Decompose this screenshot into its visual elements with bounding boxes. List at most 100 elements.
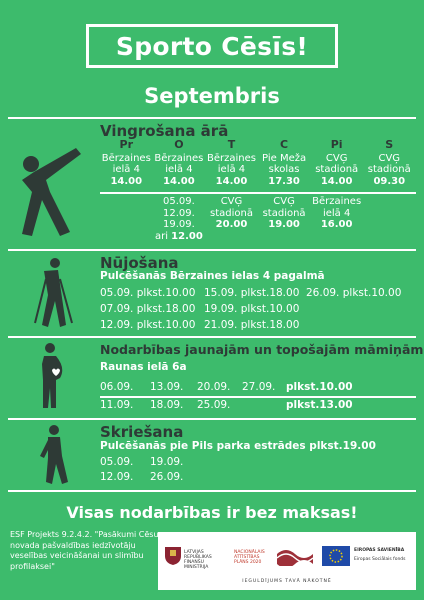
time-value: 16.00 (320, 219, 353, 230)
date: 19.09. (150, 456, 184, 468)
development-plan-logo-text: NACIONĀLAIS ATTĪSTĪBAS PLĀNS 2020 (234, 550, 265, 565)
day-label: S (385, 138, 394, 151)
meeting-point: Pulcēšanās Bērzaines ielas 4 pagalmā (100, 270, 325, 282)
day-label: O (174, 138, 184, 151)
date-line: 12.09. (162, 207, 195, 219)
divider (8, 418, 416, 420)
schedule-cell: Pr Bērzaines ielā 4 14.00 (100, 139, 153, 187)
day-label: C (280, 138, 289, 151)
time-value: plkst.10.00 (286, 381, 353, 393)
section-title-maminas: Nodarbības jaunajām un topošajām māmiņām (100, 342, 424, 357)
schedule-cell: CVĢ stadionā 19.00 (258, 196, 311, 242)
schedule-cell: O Bērzaines ielā 4 14.00 (153, 139, 206, 187)
place-line: CVĢ (325, 152, 348, 164)
day-label: Pr (119, 138, 134, 151)
time-value: 17.30 (268, 175, 300, 187)
divider (8, 336, 416, 338)
session-time: 26.09. plkst.10.00 (306, 287, 402, 299)
prefix: ari (154, 230, 168, 242)
place-line: CVĢ (378, 152, 401, 164)
place-line: ielā 4 (217, 164, 246, 175)
schedule-cell: Pi CVĢ stadionā 14.00 (310, 139, 363, 187)
poster-title: Sporto Cēsīs! (115, 31, 309, 61)
day-label: T (227, 138, 236, 151)
date-line: ari 12.00 (153, 231, 206, 243)
pregnant-woman-icon (42, 343, 63, 408)
schedule-cell: C Pie Meža skolas 17.30 (258, 139, 311, 187)
time-value: 14.00 (110, 175, 143, 187)
stretching-person-icon (22, 148, 81, 236)
nordic-walker-icon (34, 258, 73, 327)
title-box: Sporto Cēsīs! (86, 24, 338, 68)
schedule-cell: 05.09. 12.09. 19.09. ari 12.00 (153, 196, 206, 242)
schedule-cell: S CVĢ stadionā 09.30 (363, 139, 416, 187)
place-line: ielā 4 (322, 207, 351, 219)
location: Raunas ielā 6a (100, 361, 187, 373)
place-line: Bērzaines (206, 152, 256, 164)
place-line: ielā 4 (165, 164, 193, 175)
time-value: 14.00 (320, 175, 353, 187)
place-line: stadionā (367, 164, 411, 175)
session-time: 15.09. plkst.18.00 (204, 287, 300, 299)
divider (8, 490, 416, 492)
second-row: 05.09. 12.09. 19.09. ari 12.00 CVĢ stadionā 2… (100, 196, 416, 242)
session-time: 21.09. plkst.18.00 (204, 319, 300, 331)
section-title-skriesana: Skriešana (100, 423, 184, 441)
flag-wave-icon (276, 550, 314, 566)
esf-project-note: ESF Projekts 9.2.4.2. "Pasākumi Cēsu nov… (10, 530, 159, 571)
date-line: 05.09. (162, 196, 195, 207)
schedule-cell: T Bērzaines ielā 4 14.00 (205, 139, 258, 187)
place-line: Bērzaines (154, 152, 204, 164)
schedule-cell: Bērzaines ielā 4 16.00 (310, 196, 363, 242)
place-line: CVĢ (220, 196, 243, 207)
place-line: Pie Meža (262, 152, 307, 164)
time-value: 14.00 (163, 175, 195, 187)
ministry-logo-text: LATVIJAS REPUBLIKAS FINANŠU MINISTRIJA (184, 550, 212, 570)
place-line: CVĢ (273, 196, 295, 207)
place-line: stadionā (262, 207, 306, 219)
date: 12.09. (100, 471, 134, 483)
session-time: 19.09. plkst.10.00 (204, 303, 300, 315)
date: 11.09. (100, 399, 134, 411)
date: 20.09. (197, 381, 231, 393)
session-time: 07.09. plkst.18.00 (100, 303, 196, 315)
time-value: 09.30 (373, 175, 406, 187)
funding-logos-strip: LATVIJAS REPUBLIKAS FINANŠU MINISTRIJA N… (158, 532, 416, 590)
row-divider (100, 396, 416, 398)
eu-logo-text: EIROPAS SAVIENĪBA (354, 548, 405, 553)
time-value: 19.00 (268, 219, 300, 230)
fund-logo-text: Eiropas Sociālais fonds (354, 557, 406, 562)
empty-cell (100, 196, 153, 242)
meeting-point: Pulcēšanās pie Pils parka estrādes plkst… (100, 440, 376, 452)
free-notice: Visas nodarbības ir bez maksas! (66, 503, 358, 522)
row-divider (100, 192, 416, 194)
date: 27.09. (242, 381, 276, 393)
time-value: 20.00 (215, 219, 248, 230)
date: 25.09. (197, 399, 231, 411)
section-title-nujosana: Nūjošana (100, 254, 179, 272)
place-line: skolas (268, 164, 300, 175)
divider (8, 117, 416, 119)
place-line: Bērzaines (312, 196, 362, 207)
session-time: 05.09. plkst.10.00 (100, 287, 196, 299)
date-line: 19.09. (162, 219, 195, 230)
day-label: Pi (330, 138, 343, 151)
section-title-vingrosana: Vingrošana ārā (100, 122, 229, 140)
place-line: Bērzaines (101, 152, 151, 164)
time-value: 14.00 (215, 175, 248, 187)
coat-of-arms-icon (165, 547, 181, 565)
place-line: ielā 4 (112, 164, 140, 175)
date: 18.09. (150, 399, 184, 411)
slogan: IEGULDĪJUMS TAVĀ NĀKOTNĒ (242, 579, 332, 584)
session-time: 12.09. plkst.10.00 (100, 319, 196, 331)
schedule-cell: CVĢ stadionā 20.00 (205, 196, 258, 242)
month-heading: Septembris (144, 84, 280, 108)
eu-flag-icon (322, 546, 350, 566)
date: 05.09. (100, 456, 134, 468)
divider (8, 249, 416, 251)
place-line: stadionā (315, 164, 359, 175)
place-line: stadionā (210, 207, 253, 219)
date: 13.09. (150, 381, 184, 393)
time-value: plkst.13.00 (286, 399, 353, 411)
